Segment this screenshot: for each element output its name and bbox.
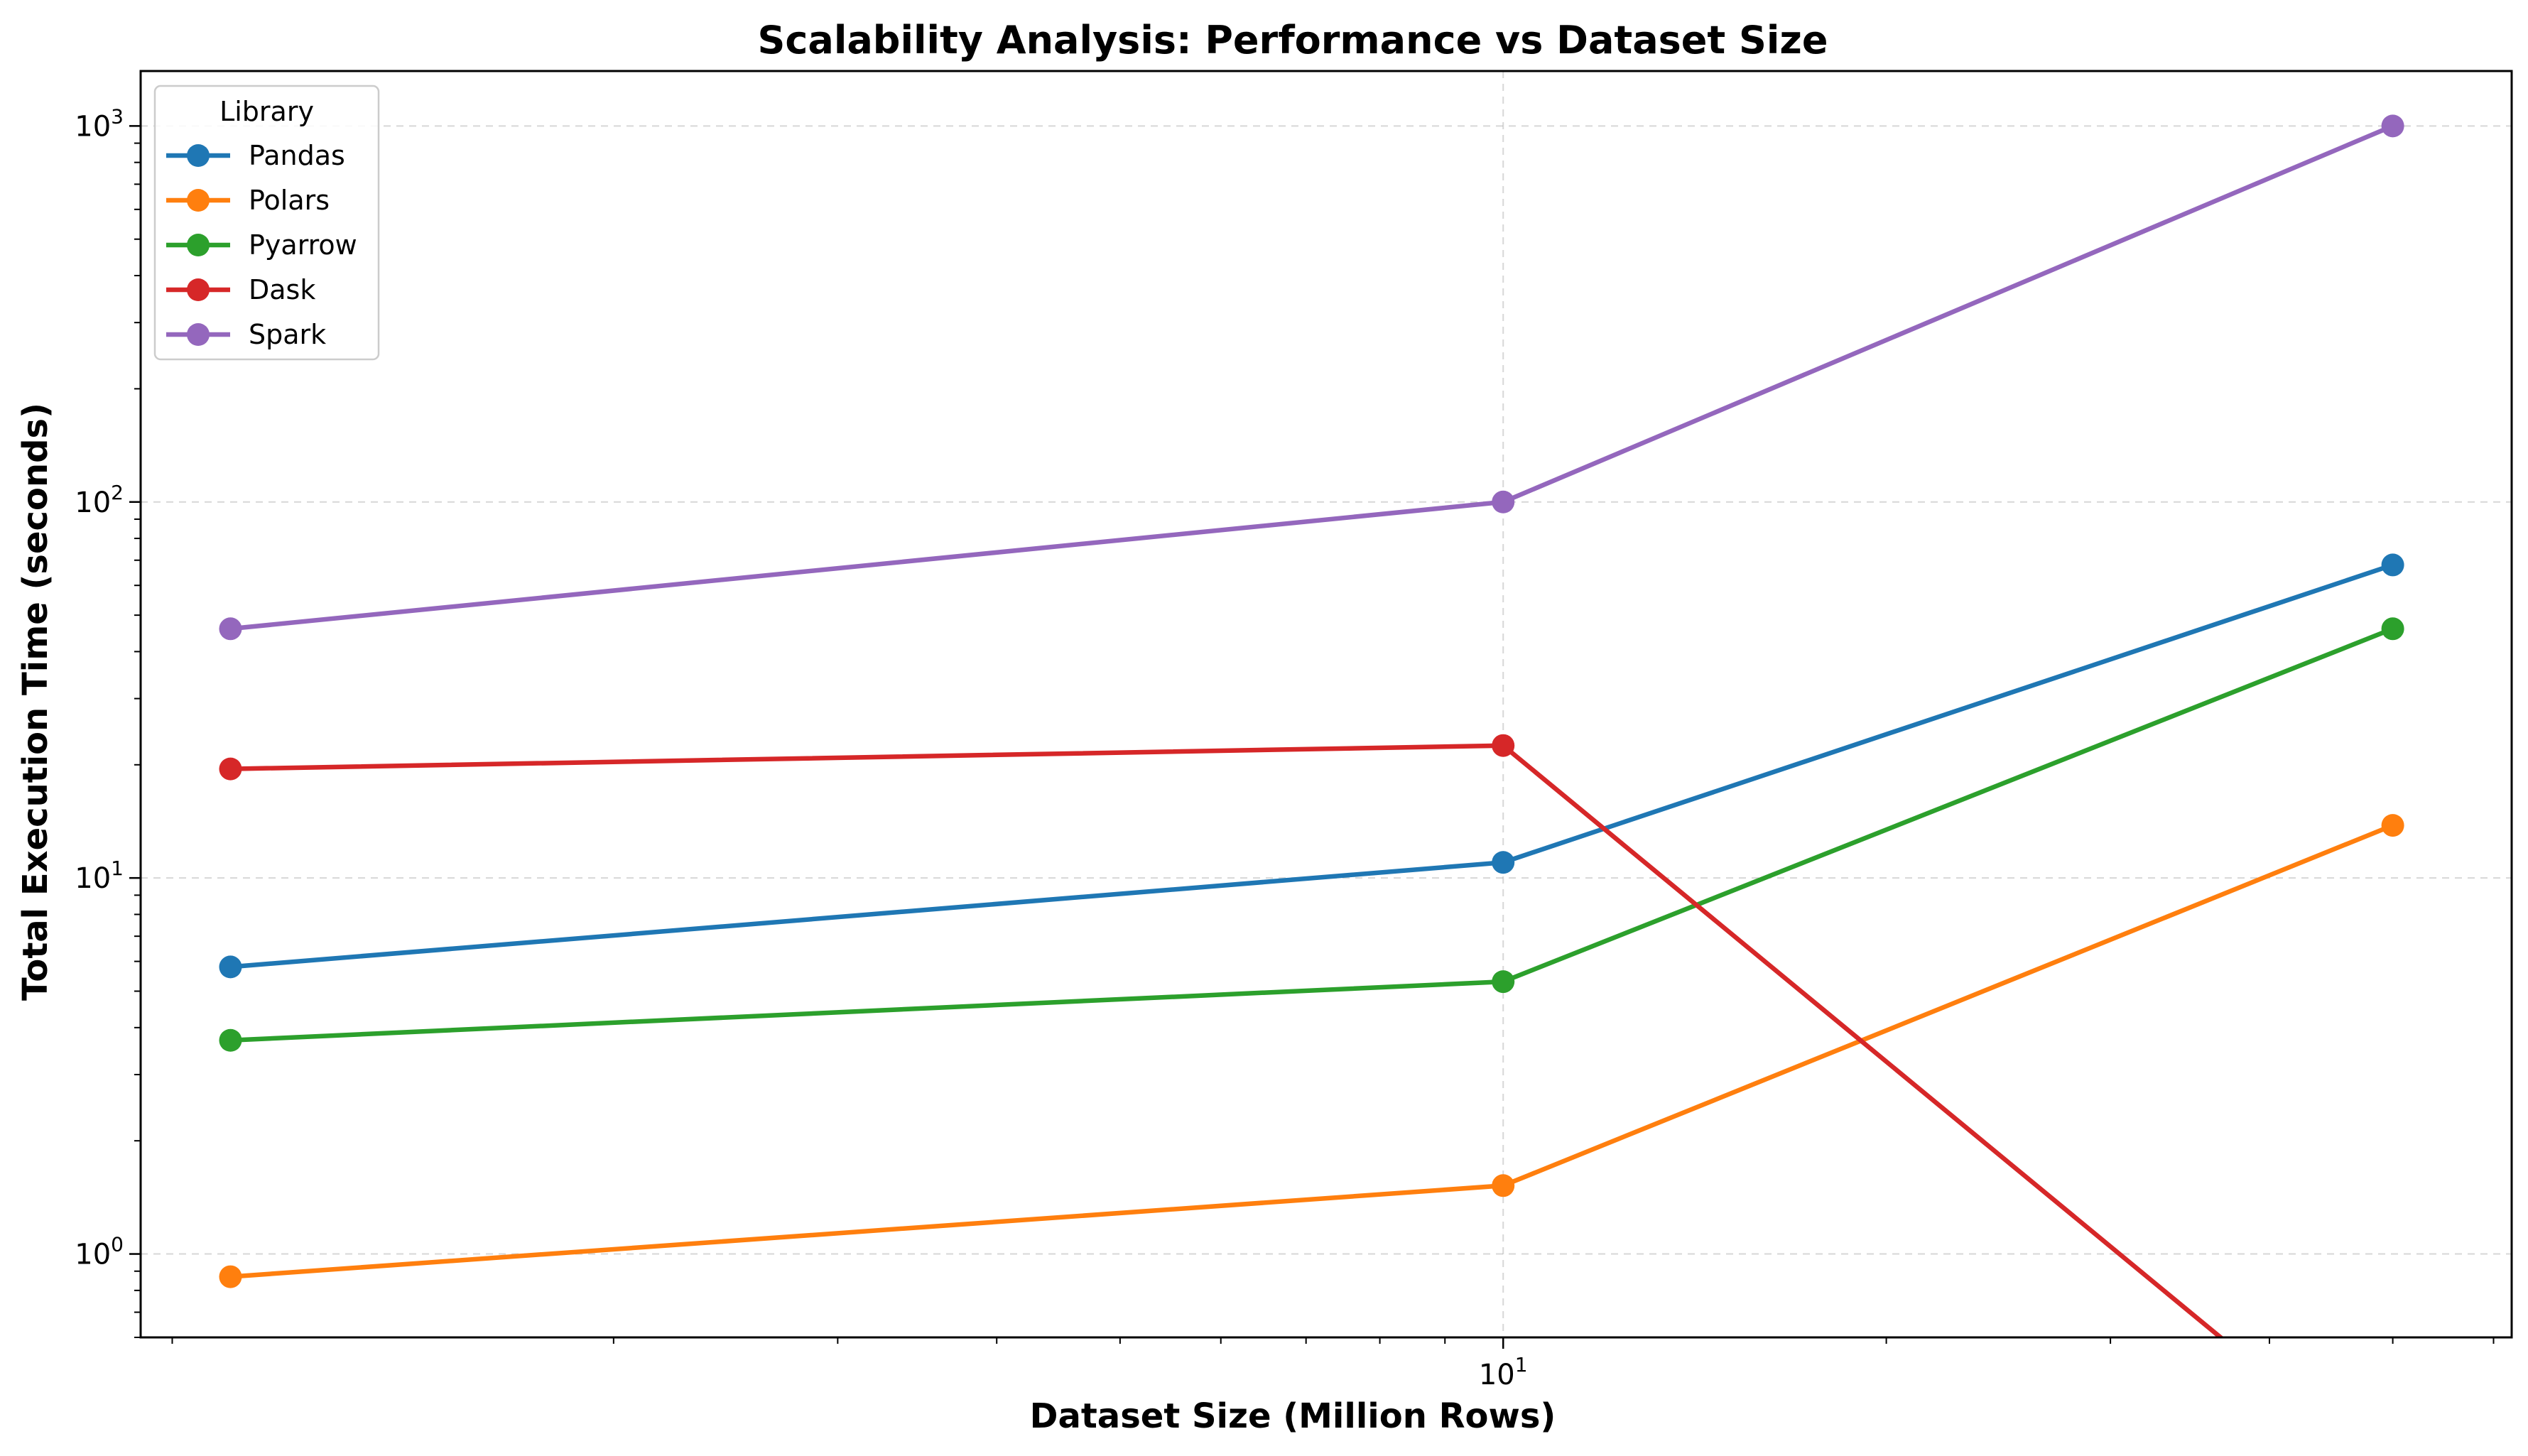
data-point-spark	[219, 617, 242, 641]
legend-item-pyarrow: Pyarrow	[166, 229, 357, 261]
y-axis-label: Total Execution Time (seconds)	[16, 403, 55, 1001]
y-tick-label-exp: 1	[111, 857, 124, 880]
series-line-pandas	[230, 563, 2394, 969]
series-spark	[219, 114, 2404, 641]
series-pyarrow	[219, 617, 2404, 1052]
legend-label: Dask	[249, 274, 315, 305]
data-point-pyarrow	[2381, 617, 2404, 641]
series-pandas	[219, 553, 2404, 979]
y-tick-label-base: 10	[75, 862, 111, 895]
plot-frame	[139, 70, 2513, 1339]
data-point-spark	[1492, 490, 1515, 514]
legend-swatch-marker	[187, 278, 210, 301]
y-tick-label-exp: 0	[111, 1233, 124, 1256]
data-point-dask	[219, 757, 242, 781]
data-point-pandas	[219, 955, 242, 979]
legend-label: Spark	[249, 319, 326, 350]
y-tick-label: 103	[75, 104, 124, 143]
legend-swatch-marker	[187, 323, 210, 346]
legend-label: Pandas	[249, 140, 345, 171]
legend-item-spark: Spark	[166, 319, 326, 350]
y-tick-label-base: 10	[75, 110, 111, 143]
series-group	[219, 114, 2404, 1337]
series-line-spark	[230, 124, 2394, 631]
data-point-spark	[2381, 114, 2404, 138]
legend-swatch-marker	[187, 144, 210, 167]
data-point-pyarrow	[219, 1028, 242, 1052]
grid-lines	[141, 71, 2512, 1337]
chart-title: Scalability Analysis: Performance vs Dat…	[758, 18, 1828, 63]
y-tick-label-base: 10	[75, 1239, 111, 1271]
data-point-pandas	[1492, 851, 1515, 874]
x-axis-label: Dataset Size (Million Rows)	[1030, 1396, 1556, 1436]
y-tick-label: 101	[75, 857, 124, 895]
data-point-polars	[2381, 814, 2404, 837]
data-point-polars	[1492, 1174, 1515, 1197]
legend-item-polars: Polars	[166, 185, 330, 216]
series-line-pyarrow	[230, 626, 2394, 1043]
legend-item-pandas: Pandas	[166, 140, 345, 171]
y-tick-label: 100	[75, 1233, 124, 1271]
legend-label: Pyarrow	[249, 229, 357, 261]
series-line-dask	[230, 743, 2225, 1337]
y-tick-label-exp: 2	[111, 481, 124, 504]
y-tick-label-base: 10	[75, 487, 111, 519]
data-point-pandas	[2381, 553, 2404, 577]
y-tick-label: 102	[75, 481, 124, 519]
minor-ticks	[134, 142, 2495, 1344]
x-tick-label-base: 10	[1479, 1359, 1515, 1391]
y-tick-label-exp: 3	[111, 104, 124, 128]
series-polars	[219, 814, 2404, 1288]
x-tick-label-exp: 1	[1515, 1353, 1528, 1376]
data-point-polars	[219, 1265, 242, 1288]
data-point-pyarrow	[1492, 970, 1515, 994]
series-dask	[219, 734, 2225, 1337]
x-tick-label: 101	[1479, 1353, 1528, 1391]
legend-label: Polars	[249, 185, 330, 216]
legend-item-dask: Dask	[166, 274, 315, 305]
legend-swatch-marker	[187, 189, 210, 212]
legend-swatch-marker	[187, 234, 210, 256]
legend-title: Library	[219, 96, 314, 127]
legend: Library Pandas Polars Pyarrow Dask Spark	[153, 85, 380, 361]
data-point-dask	[1492, 734, 1515, 757]
